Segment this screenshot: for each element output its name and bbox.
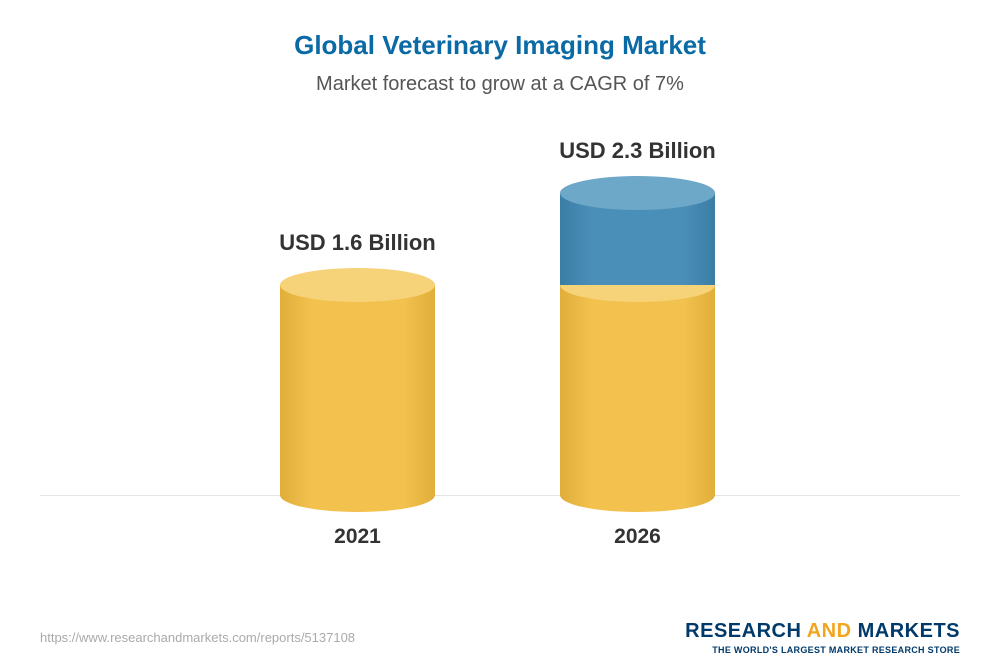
baseline: [40, 495, 960, 496]
chart-title: Global Veterinary Imaging Market: [0, 0, 1000, 61]
cylinder-top: [560, 176, 715, 210]
cylinder-top: [280, 268, 435, 302]
chart-area: USD 1.6 Billion 2021 USD 2.3 Billion 2026: [0, 115, 1000, 555]
source-url: https://www.researchandmarkets.com/repor…: [40, 630, 355, 645]
bar-value-label: USD 2.3 Billion: [488, 138, 788, 164]
brand-word: RESEARCH: [685, 620, 801, 642]
cylinder-segment: [280, 285, 435, 495]
brand-word: MARKETS: [858, 620, 960, 642]
bar-value-label: USD 1.6 Billion: [208, 230, 508, 256]
bar-year-label: 2021: [258, 525, 458, 549]
brand-logo: RESEARCH AND MARKETS THE WORLD'S LARGEST…: [685, 620, 960, 655]
cylinder-segment: [560, 285, 715, 495]
brand-tagline: THE WORLD'S LARGEST MARKET RESEARCH STOR…: [685, 645, 960, 655]
footer: https://www.researchandmarkets.com/repor…: [0, 607, 1000, 667]
cylinder-base: [280, 478, 435, 512]
brand-word: AND: [801, 620, 857, 642]
bar-year-label: 2026: [538, 525, 738, 549]
cylinder-base: [560, 478, 715, 512]
chart-subtitle: Market forecast to grow at a CAGR of 7%: [0, 73, 1000, 96]
